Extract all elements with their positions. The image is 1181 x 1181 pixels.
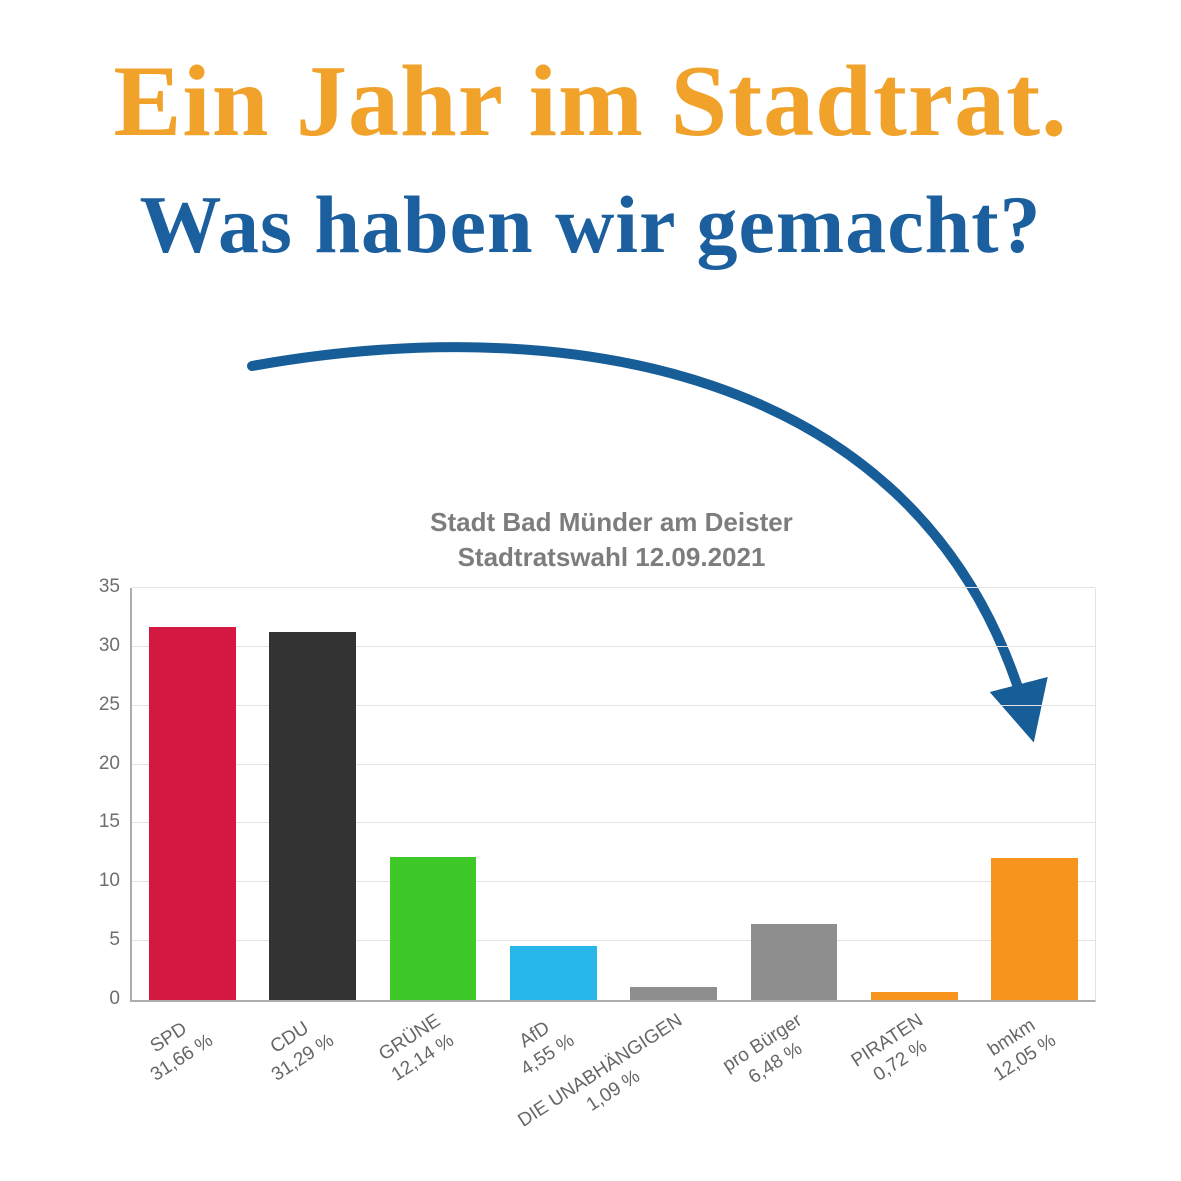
x-label-cdu: CDU 31,29 %: [254, 1009, 338, 1087]
chart-title-line1: Stadt Bad Münder am Deister: [430, 507, 793, 537]
x-label-bmkm: bmkm 12,05 %: [976, 1009, 1060, 1087]
bar-afd: [509, 946, 597, 1000]
x-label-grüne: GRÜNE 12,14 %: [374, 1009, 458, 1087]
x-label-afd: AfD 4,55 %: [504, 1009, 579, 1081]
gridline: [132, 763, 1095, 765]
headline-secondary: Was haben wir gemacht?: [139, 179, 1042, 270]
y-tick-label: 30: [98, 634, 120, 656]
plot-area: 0 5 10 15 20 25 30 35 SPD 31,66 % CDU 31,29 % GRÜNE 1…: [99, 576, 1096, 1132]
gridline: [132, 881, 1095, 883]
bar-pro-bürger: [750, 923, 838, 1000]
chart-title-line2: Stadtratswahl 12.09.2021: [457, 542, 766, 573]
gridline: [132, 822, 1095, 824]
gridline: [132, 940, 1095, 942]
chart-title: Stadt Bad Münder am Deister Stadtratswah…: [130, 505, 1093, 575]
bar-cdu: [269, 631, 356, 1000]
bar-spd: [148, 627, 236, 1000]
headline-primary: Ein Jahr im Stadtrat.: [113, 45, 1068, 158]
x-label-spd: SPD 31,66 %: [134, 1009, 218, 1087]
gridline: [132, 587, 1095, 588]
y-tick-label: 5: [109, 929, 120, 951]
bar-die-unabhängigen: [630, 987, 717, 1000]
y-tick-label: 10: [98, 870, 120, 892]
x-label-piraten: PIRATEN 0,72 %: [847, 1009, 941, 1093]
y-tick-label: 25: [98, 693, 120, 715]
gridline: [132, 704, 1095, 706]
bar-bmkm: [991, 858, 1079, 1000]
y-tick-label: 15: [98, 811, 120, 833]
gridline: [132, 645, 1095, 647]
x-label-pro-bürger: pro Bürger 6,48 %: [719, 1009, 820, 1098]
y-tick-label: 0: [109, 988, 120, 1009]
y-tick-label: 20: [98, 752, 120, 774]
y-tick-label: 35: [98, 576, 120, 597]
bar-grüne: [389, 857, 477, 1000]
bar-piraten: [871, 991, 958, 1000]
